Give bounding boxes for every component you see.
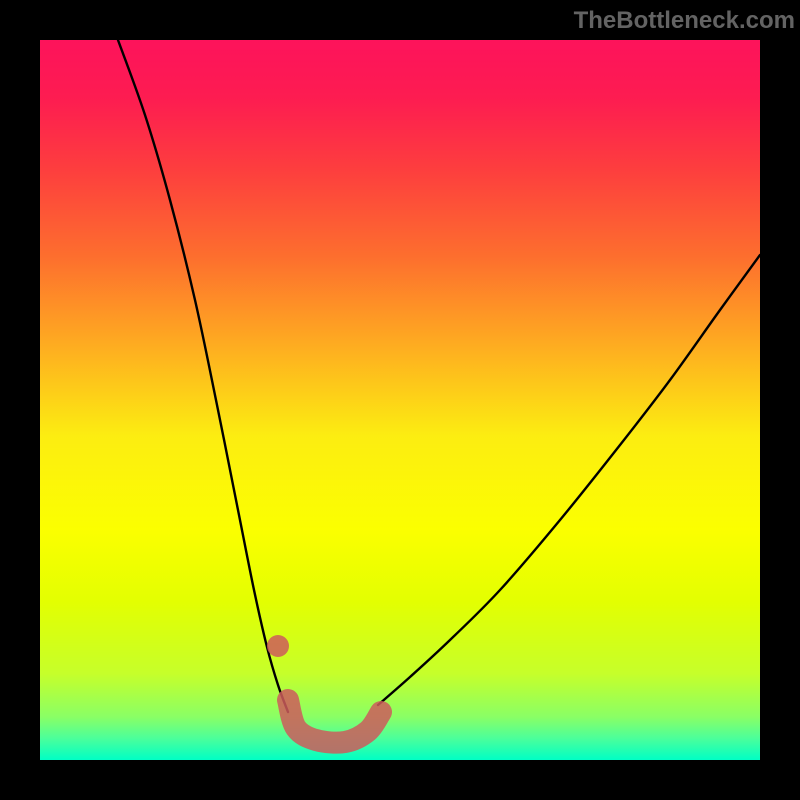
highlight-stroke-dot bbox=[267, 635, 289, 657]
bottleneck-curve-chart: TheBottleneck.com bbox=[0, 0, 800, 800]
gradient-background bbox=[40, 40, 760, 760]
watermark-text: TheBottleneck.com bbox=[574, 7, 795, 34]
chart-svg: TheBottleneck.com bbox=[0, 0, 800, 800]
